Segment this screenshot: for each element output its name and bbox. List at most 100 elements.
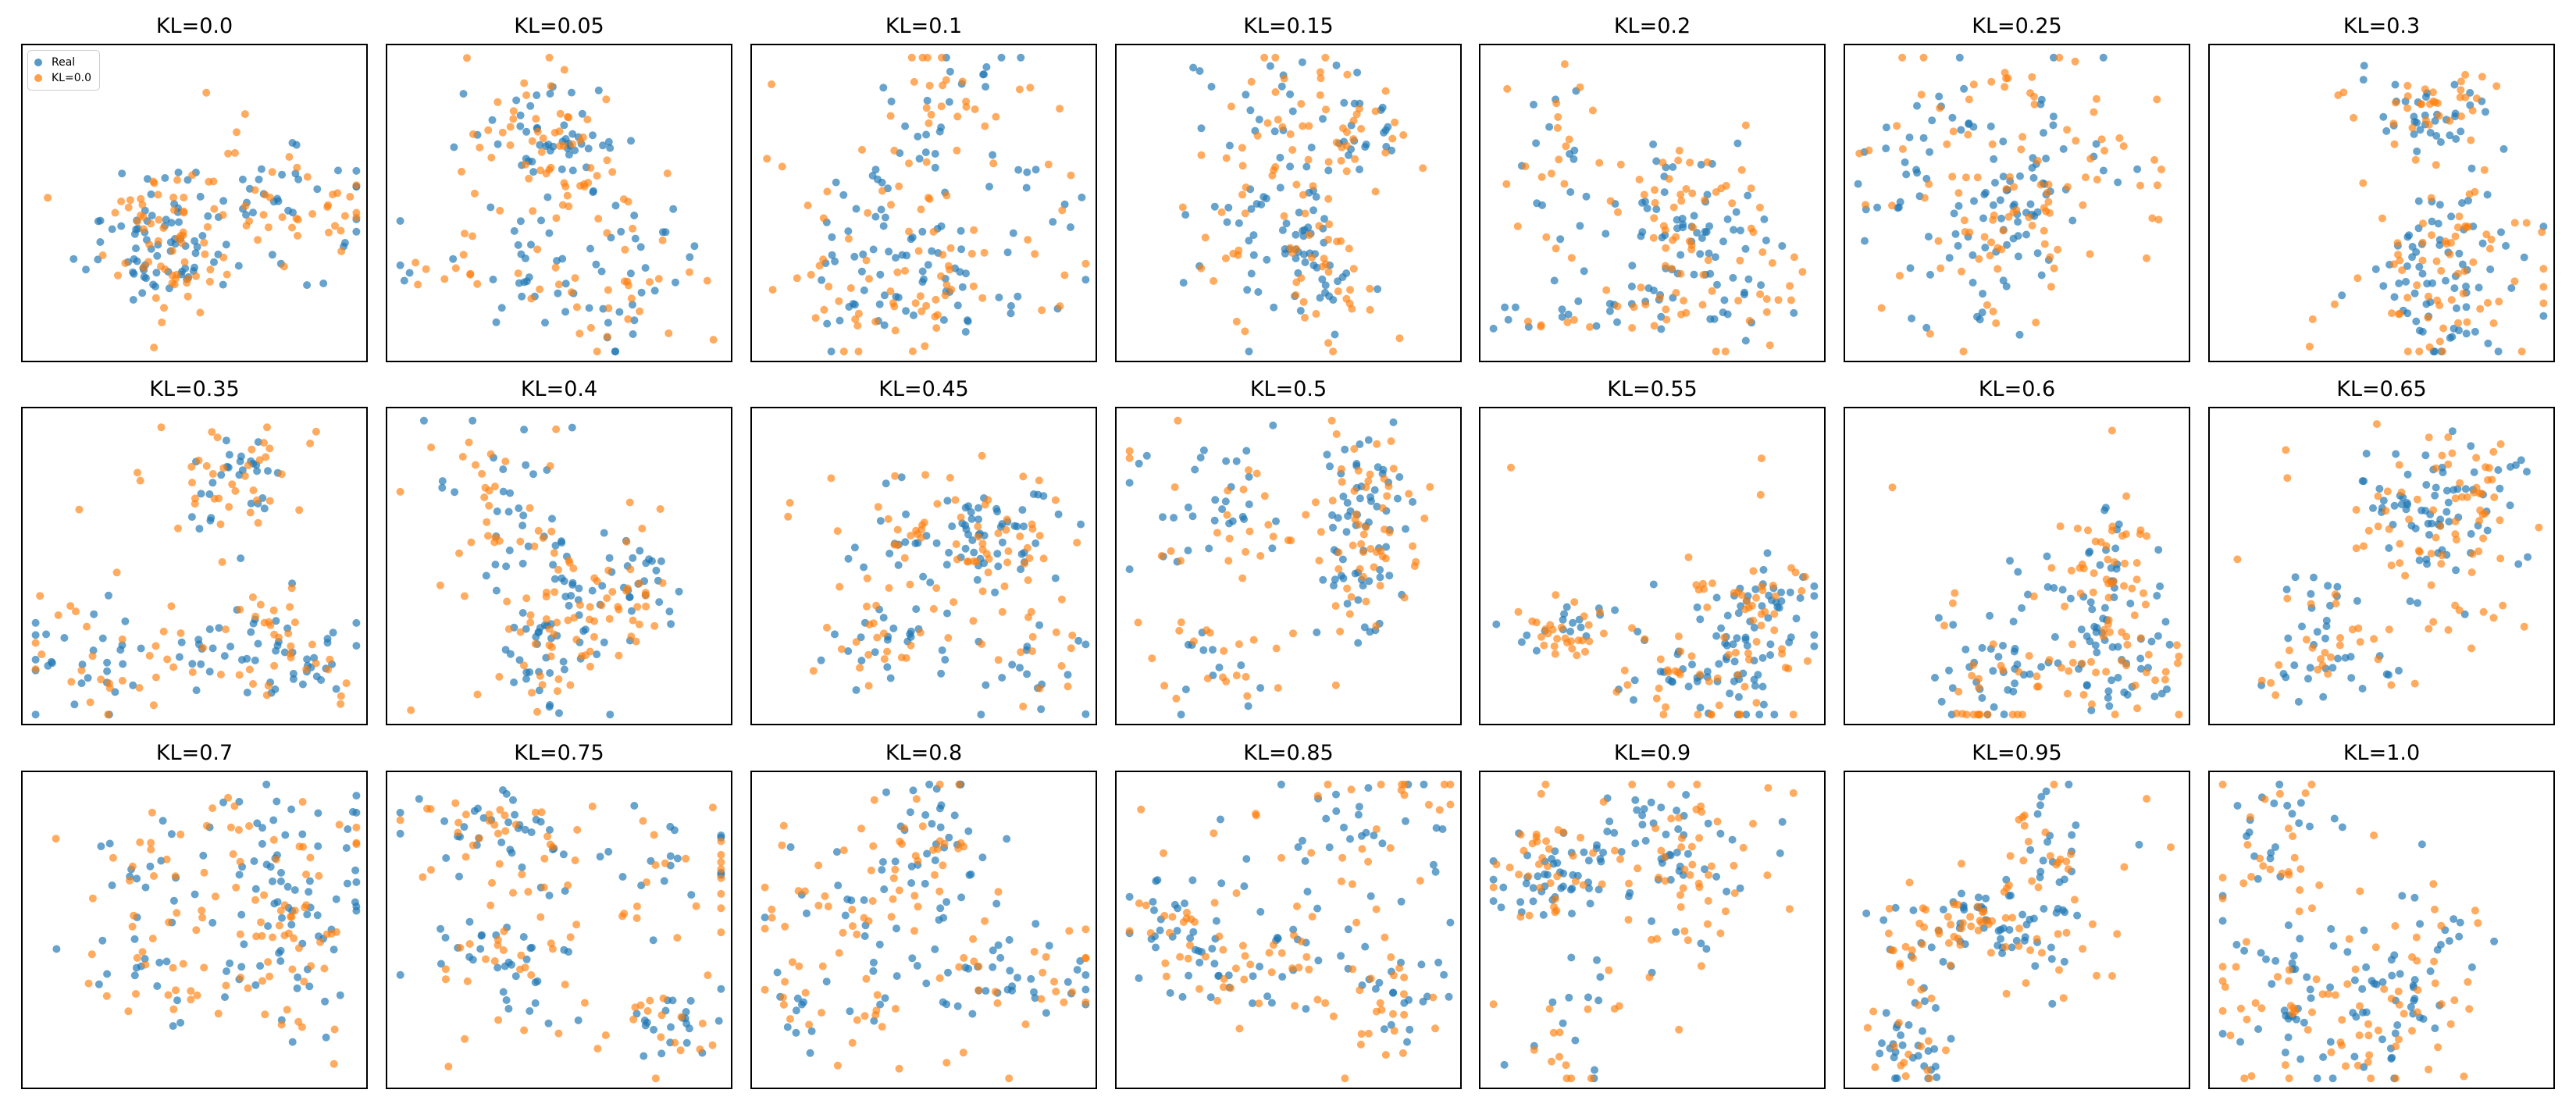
scatter-panel: KL=0.8 bbox=[750, 741, 1097, 1089]
point-real bbox=[902, 510, 910, 518]
point-generated bbox=[709, 336, 718, 344]
point-generated bbox=[294, 944, 303, 953]
point-real bbox=[1763, 549, 1772, 557]
point-generated bbox=[1395, 334, 1404, 343]
point-generated bbox=[1580, 612, 1588, 621]
point-generated bbox=[2390, 140, 2399, 148]
point-generated bbox=[198, 913, 207, 922]
point-real bbox=[1340, 823, 1348, 831]
point-generated bbox=[2327, 1048, 2336, 1056]
point-real bbox=[1978, 308, 1986, 317]
point-real bbox=[219, 280, 227, 289]
point-real bbox=[1669, 163, 1677, 171]
point-real bbox=[1640, 805, 1648, 814]
point-real bbox=[52, 945, 61, 953]
point-generated bbox=[819, 255, 828, 264]
point-generated bbox=[717, 904, 725, 913]
point-real bbox=[1357, 831, 1366, 840]
point-generated bbox=[768, 913, 776, 922]
point-real bbox=[2290, 661, 2299, 670]
point-generated bbox=[1869, 1007, 1878, 1016]
point-real bbox=[1195, 958, 1204, 967]
point-generated bbox=[1037, 995, 1046, 1003]
point-real bbox=[1301, 258, 1309, 266]
point-real bbox=[334, 166, 342, 175]
point-generated bbox=[256, 600, 265, 609]
point-generated bbox=[2257, 676, 2266, 685]
point-real bbox=[1562, 603, 1571, 611]
point-real bbox=[520, 278, 529, 287]
point-generated bbox=[2302, 636, 2311, 644]
point-generated bbox=[1925, 180, 1933, 188]
point-generated bbox=[331, 222, 339, 230]
point-generated bbox=[1688, 860, 1697, 869]
point-real bbox=[1634, 628, 1642, 636]
point-generated bbox=[1977, 918, 1986, 927]
point-real bbox=[2271, 956, 2280, 965]
point-generated bbox=[1225, 534, 1234, 543]
point-generated bbox=[2267, 678, 2275, 687]
point-generated bbox=[1662, 315, 1671, 324]
point-real bbox=[522, 127, 531, 136]
point-generated bbox=[1177, 618, 1185, 627]
point-real bbox=[2136, 654, 2145, 663]
point-generated bbox=[1560, 60, 1569, 69]
point-real bbox=[1750, 675, 1758, 684]
point-generated bbox=[2356, 887, 2364, 896]
point-generated bbox=[500, 927, 508, 935]
point-generated bbox=[2488, 475, 2496, 484]
point-generated bbox=[865, 275, 873, 283]
point-generated bbox=[1197, 264, 1206, 272]
point-generated bbox=[1895, 272, 1904, 280]
point-generated bbox=[1684, 553, 1693, 561]
point-real bbox=[396, 829, 404, 838]
point-generated bbox=[565, 556, 573, 564]
point-generated bbox=[910, 892, 919, 900]
point-generated bbox=[2167, 843, 2175, 852]
point-generated bbox=[1950, 900, 1958, 909]
point-generated bbox=[2018, 133, 2027, 141]
point-real bbox=[1958, 889, 1965, 898]
point-generated bbox=[858, 145, 866, 154]
point-generated bbox=[1589, 849, 1597, 857]
point-generated bbox=[547, 527, 556, 536]
point-generated bbox=[871, 1011, 880, 1019]
point-real bbox=[1610, 828, 1619, 837]
point-real bbox=[1380, 1025, 1388, 1034]
point-real bbox=[2009, 618, 2018, 626]
point-generated bbox=[970, 226, 978, 234]
point-generated bbox=[1222, 154, 1231, 162]
point-generated bbox=[1628, 324, 1637, 332]
point-generated bbox=[1571, 877, 1580, 885]
point-generated bbox=[1958, 710, 1966, 718]
point-real bbox=[1657, 325, 1666, 333]
point-generated bbox=[1576, 83, 1584, 91]
point-real bbox=[1296, 307, 1305, 315]
point-real bbox=[258, 824, 266, 832]
point-real bbox=[2310, 573, 2318, 582]
point-real bbox=[1294, 843, 1302, 851]
point-real bbox=[1790, 308, 1798, 317]
point-generated bbox=[2350, 113, 2358, 122]
point-real bbox=[549, 561, 558, 569]
point-real bbox=[191, 890, 199, 899]
point-generated bbox=[514, 269, 522, 278]
point-real bbox=[1688, 661, 1696, 669]
point-generated bbox=[460, 592, 469, 600]
point-generated bbox=[414, 280, 422, 289]
point-real bbox=[1638, 821, 1647, 829]
point-real bbox=[1409, 497, 1417, 506]
point-generated bbox=[1302, 953, 1311, 961]
point-real bbox=[1757, 281, 1765, 290]
point-real bbox=[1897, 1031, 1905, 1039]
point-generated bbox=[2285, 871, 2293, 879]
point-real bbox=[321, 997, 330, 1006]
point-generated bbox=[1292, 291, 1300, 299]
point-real bbox=[2058, 906, 2067, 914]
scatter-svg bbox=[1854, 53, 2165, 356]
point-real bbox=[882, 479, 890, 488]
point-generated bbox=[1888, 483, 1897, 492]
point-real bbox=[1973, 312, 1981, 321]
point-real bbox=[510, 226, 518, 235]
point-generated bbox=[2154, 215, 2163, 224]
